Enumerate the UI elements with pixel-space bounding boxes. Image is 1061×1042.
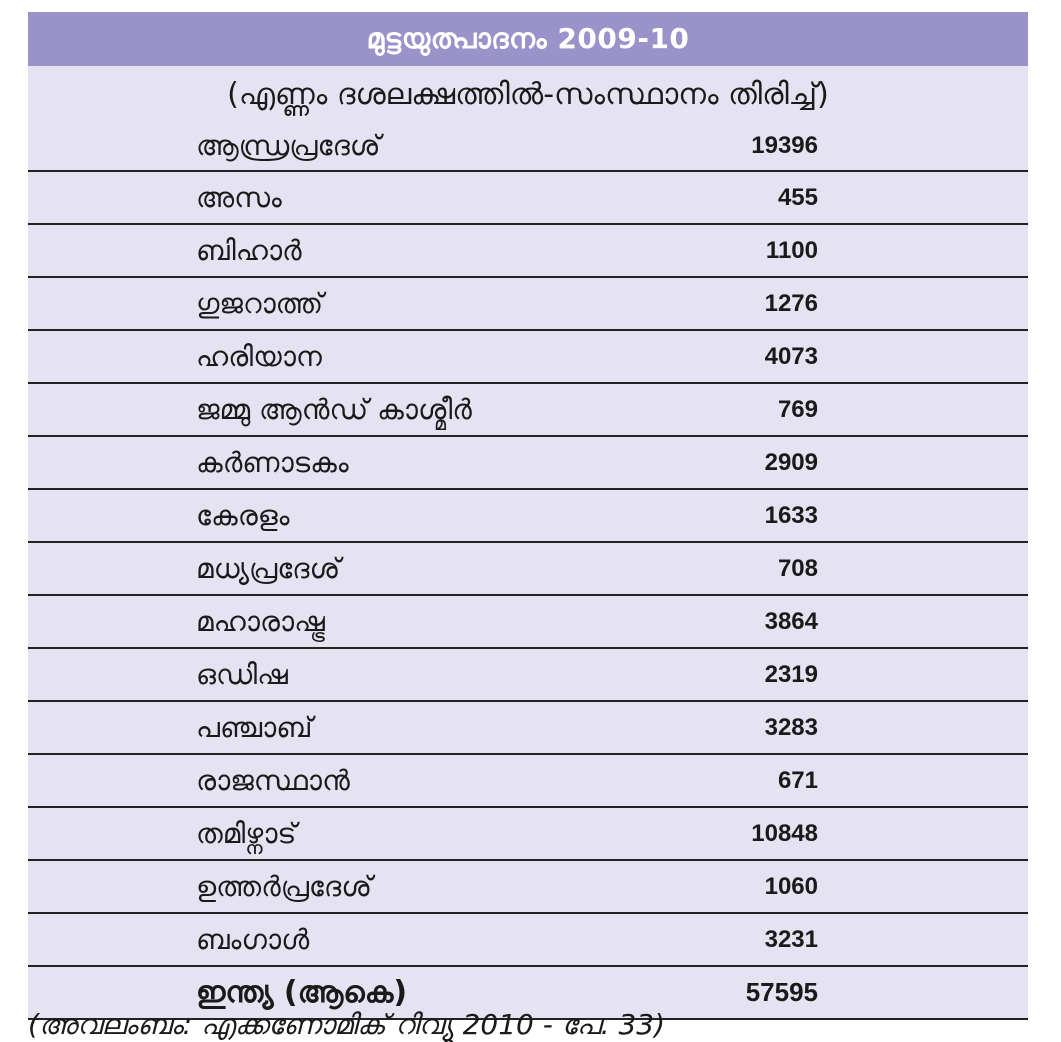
table-body: ആന്ധ്രപ്രദേശ് 19396 അസം 455 ബിഹാർ 1100 ഗുജറ…: [28, 122, 1028, 1020]
table-row: രാജസ്ഥാൻ 671: [28, 755, 1028, 808]
table-row: മഹാരാഷ്ട്ര 3864: [28, 596, 1028, 649]
table-row: അസം 455: [28, 172, 1028, 225]
table-row: ഒഡിഷ 2319: [28, 649, 1028, 702]
state-name: മധ്യപ്രദേശ്: [196, 551, 341, 585]
production-value: 1060: [764, 872, 818, 900]
table-row: ജമ്മു ആൻഡ് കാശ്മീർ 769: [28, 384, 1028, 437]
production-value: 3864: [764, 607, 818, 635]
table-title: മുട്ടയുത്പാദനം 2009-10: [28, 12, 1028, 66]
production-value: 4073: [764, 342, 818, 370]
production-value: 1633: [764, 501, 818, 529]
state-name: കർണാടകം: [196, 445, 349, 479]
production-value: 708: [777, 554, 818, 582]
table-row: ഗുജറാത്ത് 1276: [28, 278, 1028, 331]
table-subtitle: (എണ്ണം ദശലക്ഷത്തിൽ-സംസ്ഥാനം തിരിച്ച്): [28, 66, 1028, 122]
state-name: ഉത്തർപ്രദേശ്: [196, 869, 372, 903]
state-name: ബിഹാർ: [196, 233, 302, 267]
total-row: ഇന്ത്യ (ആകെ) 57595: [28, 967, 1028, 1020]
state-name: ഒഡിഷ: [196, 657, 288, 691]
state-name: രാജസ്ഥാൻ: [196, 763, 350, 797]
production-value: 19396: [751, 132, 818, 159]
table-row: ഉത്തർപ്രദേശ് 1060: [28, 861, 1028, 914]
source-note: (അവലംബം: എക്കണോമിക് റിവ്യൂ 2010 - പേ. 33…: [28, 1008, 666, 1041]
state-name: തമിഴ്നാട്: [196, 816, 297, 850]
total-label: ഇന്ത്യ (ആകെ): [196, 975, 408, 1010]
state-name: പഞ്ചാബ്: [196, 710, 313, 744]
state-name: ബംഗാൾ: [196, 922, 310, 956]
state-name: ഹരിയാന: [196, 339, 322, 373]
production-value: 3283: [764, 713, 818, 741]
state-name: ജമ്മു ആൻഡ് കാശ്മീർ: [196, 392, 472, 426]
egg-production-table: മുട്ടയുത്പാദനം 2009-10 (എണ്ണം ദശലക്ഷത്തി…: [28, 12, 1028, 1020]
table-row: ബംഗാൾ 3231: [28, 914, 1028, 967]
production-value: 1100: [765, 236, 818, 264]
state-name: മഹാരാഷ്ട്ര: [196, 604, 325, 638]
state-name: ആന്ധ്രപ്രദേശ്: [196, 129, 381, 162]
table-row: ഹരിയാന 4073: [28, 331, 1028, 384]
production-value: 10848: [751, 819, 818, 847]
table-row: മധ്യപ്രദേശ് 708: [28, 543, 1028, 596]
production-value: 2909: [764, 448, 818, 476]
state-name: കേരളം: [196, 498, 290, 532]
table-row: ആന്ധ്രപ്രദേശ് 19396: [28, 122, 1028, 172]
production-value: 1276: [764, 289, 818, 317]
table-row: തമിഴ്നാട് 10848: [28, 808, 1028, 861]
production-value: 769: [777, 395, 818, 423]
production-value: 3231: [764, 925, 818, 953]
production-value: 2319: [764, 660, 818, 688]
state-name: അസം: [196, 180, 282, 214]
table-row: ബിഹാർ 1100: [28, 225, 1028, 278]
production-value: 455: [777, 183, 818, 211]
table-row: പഞ്ചാബ് 3283: [28, 702, 1028, 755]
state-name: ഗുജറാത്ത്: [196, 286, 324, 320]
table-row: കർണാടകം 2909: [28, 437, 1028, 490]
production-value: 671: [777, 766, 818, 794]
total-value: 57595: [745, 977, 818, 1007]
table-row: കേരളം 1633: [28, 490, 1028, 543]
